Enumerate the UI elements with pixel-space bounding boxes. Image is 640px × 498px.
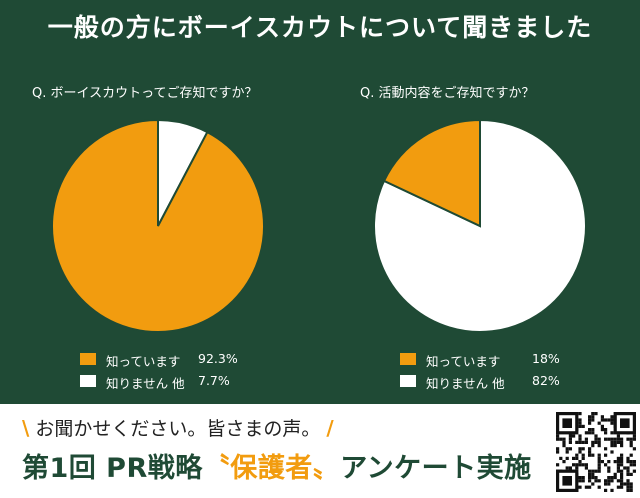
legend-swatch-white	[400, 375, 416, 387]
page-title: 一般の方にボーイスカウトについて聞きました	[47, 13, 593, 42]
survey-panel: 一般の方にボーイスカウトについて聞きました Q. ボーイスカウトってご存知ですか…	[0, 0, 640, 404]
legend-item: 知っています 18%	[400, 350, 600, 372]
question-awareness: Q. ボーイスカウトってご存知ですか？	[32, 86, 258, 101]
pie-chart-awareness	[51, 118, 265, 333]
legend-value: 82%	[532, 373, 560, 388]
legend-activity-knowledge: 知っています 18% 知りません 他 82%	[400, 350, 600, 394]
legend-value: 18%	[532, 351, 560, 366]
legend-item: 知っています 92.3%	[80, 350, 280, 372]
event-title-prefix: 第1回 PR戦略	[22, 453, 203, 484]
legend-value: 92.3%	[198, 351, 238, 366]
qr-code-icon[interactable]	[556, 412, 636, 492]
legend-label: 知りません 他	[426, 376, 505, 391]
legend-swatch-orange	[80, 353, 96, 365]
legend-item: 知りません 他 7.7%	[80, 372, 280, 394]
footer-banner: \ お聞かせください。皆さまの声。 / 第1回 PR戦略〝保護者〟アンケート実施	[0, 404, 640, 498]
slash-right: /	[326, 416, 334, 440]
tagline: \ お聞かせください。皆さまの声。 /	[22, 414, 334, 441]
event-title-accent: 〝保護者〟	[202, 453, 341, 484]
pie-slice-known	[51, 118, 265, 333]
event-title: 第1回 PR戦略〝保護者〟アンケート実施	[22, 446, 532, 485]
pie-chart-activity-knowledge	[373, 118, 587, 333]
tagline-text: お聞かせください。皆さまの声。	[35, 418, 321, 440]
legend-value: 7.7%	[198, 373, 230, 388]
slash-left: \	[22, 416, 30, 440]
legend-swatch-orange	[400, 353, 416, 365]
legend-swatch-white	[80, 375, 96, 387]
event-title-suffix: アンケート実施	[340, 453, 532, 484]
legend-label: 知っています	[426, 354, 501, 369]
legend-awareness: 知っています 92.3% 知りません 他 7.7%	[80, 350, 280, 394]
legend-label: 知りません 他	[106, 376, 185, 391]
legend-item: 知りません 他 82%	[400, 372, 600, 394]
legend-label: 知っています	[106, 354, 181, 369]
question-activity-knowledge: Q. 活動内容をご存知ですか？	[360, 86, 535, 101]
pie-slice-known	[382, 118, 481, 228]
